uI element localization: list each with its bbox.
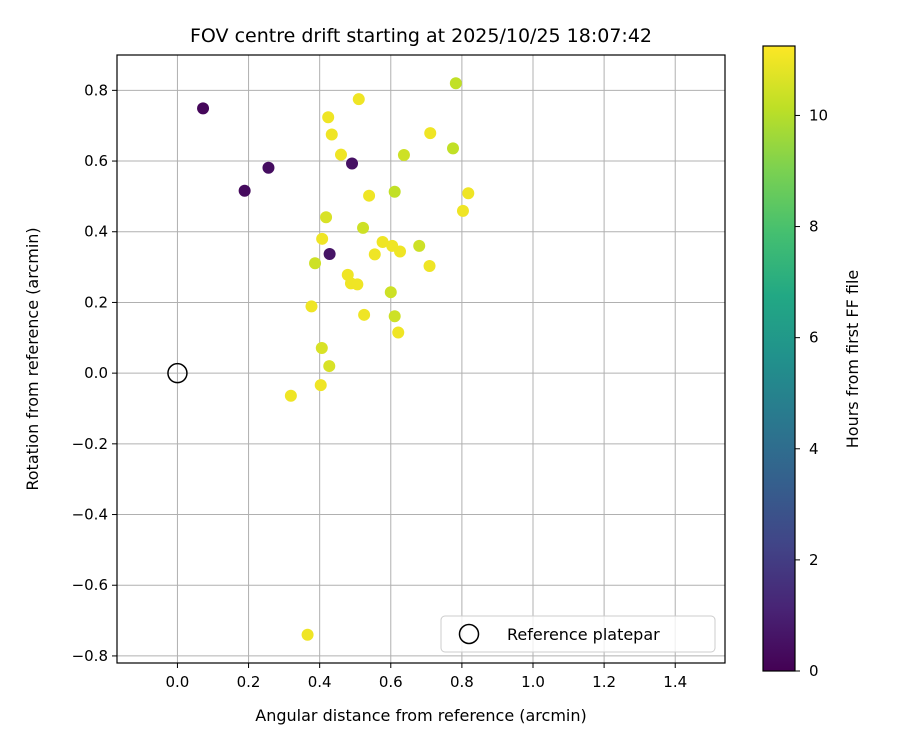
grid-lines (117, 55, 725, 663)
legend-box (440, 615, 716, 653)
colorbar: 0 2 4 6 8 10 Hours from first FF file (762, 45, 862, 680)
data-point (357, 221, 370, 234)
data-points (197, 77, 475, 641)
y-tick-label: 0.4 (84, 223, 108, 241)
y-tick-label: 0.2 (84, 293, 108, 311)
data-point (320, 211, 333, 224)
y-tick-label: −0.8 (72, 647, 108, 665)
data-point (462, 187, 475, 200)
data-point (352, 93, 365, 106)
data-point (394, 245, 407, 258)
colorbar-gradient (763, 46, 795, 671)
data-point (309, 257, 322, 270)
chart-title: FOV centre drift starting at 2025/10/25 … (190, 25, 652, 47)
data-point (346, 157, 359, 170)
colorbar-tick-label: 8 (809, 218, 819, 236)
data-point (388, 310, 401, 323)
data-point (376, 235, 389, 248)
colorbar-frame (762, 45, 796, 672)
y-tick-label: −0.2 (72, 435, 108, 453)
y-axis-label: Rotation from reference (arcmin) (23, 227, 42, 490)
data-point (305, 300, 318, 313)
x-tick-label: 0.4 (308, 673, 332, 691)
x-tick-label: 0.6 (379, 673, 403, 691)
colorbar-tick-label: 0 (809, 662, 819, 680)
colorbar-tick-label: 2 (809, 551, 819, 569)
data-point (456, 204, 469, 217)
data-point (335, 148, 347, 161)
data-point (197, 102, 210, 115)
colorbar-tick-label: 6 (809, 329, 819, 347)
x-tick-label: 1.0 (521, 673, 545, 691)
y-tick-label: −0.4 (72, 506, 108, 524)
x-tick-label: 1.2 (592, 673, 616, 691)
data-point (262, 161, 275, 174)
data-point (325, 128, 338, 141)
data-point (388, 185, 401, 198)
x-tick-label: 1.4 (663, 673, 687, 691)
reference-marker (167, 362, 188, 384)
plot-frame (116, 54, 726, 664)
data-point (423, 260, 436, 273)
data-point (238, 184, 251, 197)
data-point (449, 77, 462, 90)
colorbar-tick-label: 4 (809, 440, 819, 458)
data-point (447, 142, 459, 155)
y-tick-label: 0.8 (84, 81, 108, 99)
colorbar-ticks: 0 2 4 6 8 10 (795, 106, 828, 680)
legend: Reference platepar (440, 615, 716, 653)
x-axis-label: Angular distance from reference (arcmin) (255, 706, 586, 725)
colorbar-tick-label: 10 (809, 106, 828, 124)
y-tick-label: 0.0 (84, 364, 108, 382)
data-point (315, 342, 328, 355)
data-point (384, 286, 397, 299)
plot-area (117, 55, 725, 663)
data-point (363, 189, 376, 202)
colorbar-label: Hours from first FF file (843, 270, 862, 449)
data-point (322, 111, 335, 124)
data-point (351, 278, 364, 291)
data-point (413, 239, 426, 252)
y-axis-ticks: 0.8 0.6 0.4 0.2 0.0 −0.2 −0.4 −0.6 −0.8 (72, 81, 117, 665)
data-point (323, 360, 336, 373)
data-point (284, 389, 297, 402)
data-point (424, 127, 437, 140)
y-tick-label: 0.6 (84, 152, 108, 170)
x-tick-label: 0.8 (450, 673, 474, 691)
legend-marker (458, 623, 480, 645)
data-point (301, 628, 314, 641)
data-point (323, 248, 336, 261)
data-point (397, 149, 410, 162)
data-point (314, 379, 327, 392)
x-tick-label: 0.0 (166, 673, 190, 691)
data-point (358, 308, 371, 321)
x-axis-ticks: 0.0 0.2 0.4 0.6 0.8 1.0 1.2 1.4 (166, 663, 687, 691)
data-point (392, 326, 405, 339)
x-tick-label: 0.2 (237, 673, 261, 691)
data-point (368, 248, 381, 261)
data-point (316, 232, 329, 245)
legend-label: Reference platepar (507, 625, 660, 644)
y-tick-label: −0.6 (72, 576, 108, 594)
